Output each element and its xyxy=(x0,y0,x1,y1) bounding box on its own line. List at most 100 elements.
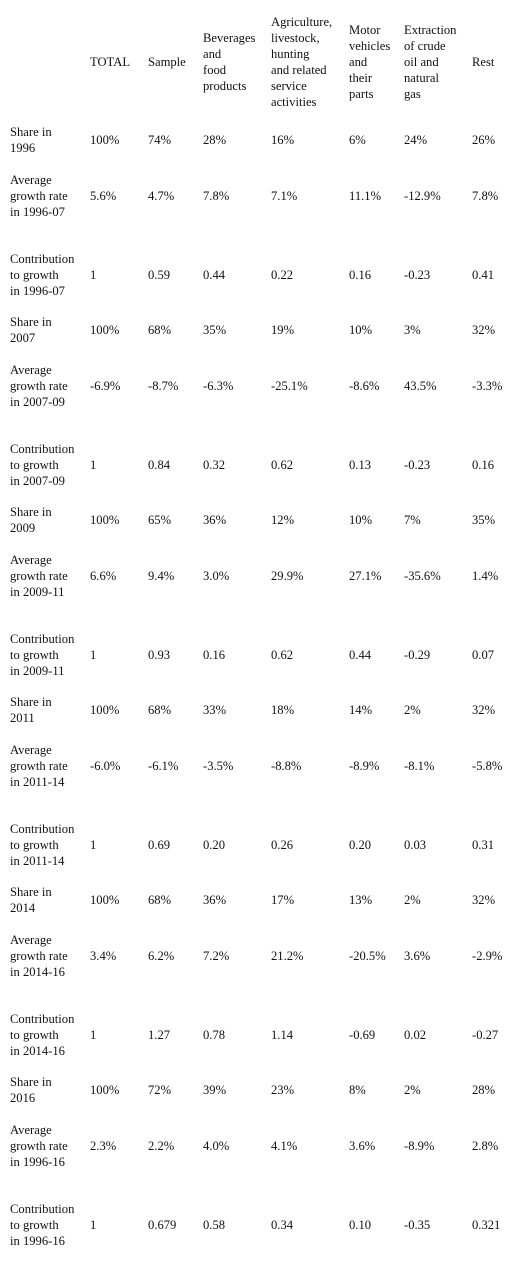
cell-total: 1 xyxy=(90,1217,97,1232)
cell-sample: 0.84 xyxy=(148,457,171,472)
cell-extraction-oil-gas: -0.23 xyxy=(404,267,431,282)
column-header-motor-vehicles: Motor vehicles and their parts xyxy=(349,23,391,101)
cell-beverages-food: 36% xyxy=(203,893,227,907)
cell-sample: 9.4% xyxy=(148,568,175,583)
cell-beverages-food: 4.0% xyxy=(203,1138,230,1153)
row-label-cell: Share in 2009 xyxy=(10,505,52,535)
cell-rest: 26% xyxy=(472,133,496,147)
cell-agriculture: 12% xyxy=(271,513,295,527)
cell-motor-vehicles: 0.44 xyxy=(349,647,372,662)
cell-motor-vehicles: 0.20 xyxy=(349,837,372,852)
row-label-cell: Average growth rate in 2014-16 xyxy=(10,932,68,979)
cell-motor-vehicles: 0.10 xyxy=(349,1217,372,1232)
cell-total: 1 xyxy=(90,837,97,852)
row-label-cell: Contribution to growth in 2009-11 xyxy=(10,631,75,678)
table-row: Contribution to growth in 1996-16 1 0.679 0… xyxy=(8,1185,510,1264)
table-row: Share in 1996 100% 74% 28% 16% 6% 24% 26% xyxy=(8,124,510,156)
cell-agriculture: 7.1% xyxy=(271,188,298,203)
cell-agriculture: 4.1% xyxy=(271,1138,298,1153)
cell-rest: -3.3% xyxy=(472,378,503,393)
row-label-cell: Share in 2014 xyxy=(10,885,52,915)
cell-extraction-oil-gas: -0.23 xyxy=(404,457,431,472)
cell-extraction-oil-gas: 2% xyxy=(404,1083,421,1097)
cell-agriculture: 0.62 xyxy=(271,647,294,662)
table-row: Share in 2007 100% 68% 35% 19% 10% 3% 32% xyxy=(8,314,510,346)
table-row: Contribution to growth in 1996-07 1 0.59 0.… xyxy=(8,235,510,314)
row-label-cell: Average growth rate in 1996-07 xyxy=(10,172,68,219)
row-label-cell: Average growth rate in 2011-14 xyxy=(10,742,68,789)
cell-motor-vehicles: 10% xyxy=(349,323,373,337)
cell-motor-vehicles: 8% xyxy=(349,1083,366,1097)
cell-total: 100% xyxy=(90,513,120,527)
cell-total: -6.9% xyxy=(90,378,121,393)
row-label-cell: Average growth rate in 1996-16 xyxy=(10,1122,68,1169)
cell-sample: 74% xyxy=(148,133,172,147)
table-row: Average growth rate in 2014-16 3.4% 6.2% 7.… xyxy=(8,916,510,995)
cell-agriculture: 0.22 xyxy=(271,267,294,282)
cell-total: 100% xyxy=(90,1083,120,1097)
cell-beverages-food: 0.44 xyxy=(203,267,226,282)
table-row: Contribution to growth in 2011-14 1 0.69 0.… xyxy=(8,805,510,884)
cell-extraction-oil-gas: 2% xyxy=(404,703,421,717)
cell-extraction-oil-gas: 7% xyxy=(404,513,421,527)
cell-motor-vehicles: 0.16 xyxy=(349,267,372,282)
cell-rest: 0.16 xyxy=(472,457,495,472)
cell-rest: -0.27 xyxy=(472,1027,499,1042)
column-header-extraction-oil-gas: Extraction of crude oil and natural gas xyxy=(404,23,457,101)
cell-total: 5.6% xyxy=(90,188,117,203)
cell-beverages-food: 0.20 xyxy=(203,837,226,852)
cell-rest: 1.4% xyxy=(472,568,499,583)
cell-extraction-oil-gas: 0.02 xyxy=(404,1027,427,1042)
row-label-cell: Contribution to growth in 1996-16 xyxy=(10,1201,75,1248)
cell-sample: 72% xyxy=(148,1083,172,1097)
cell-agriculture: 0.62 xyxy=(271,457,294,472)
cell-total: 1 xyxy=(90,267,97,282)
cell-sample: 1.27 xyxy=(148,1027,171,1042)
row-label-cell: Share in 2016 xyxy=(10,1075,52,1105)
cell-sample: 0.679 xyxy=(148,1217,177,1232)
cell-motor-vehicles: 14% xyxy=(349,703,373,717)
cell-extraction-oil-gas: 24% xyxy=(404,133,428,147)
cell-beverages-food: 28% xyxy=(203,133,227,147)
row-label-cell: Share in 2011 xyxy=(10,695,52,725)
table-header: TOTAL Sample Beverages and food products Ag… xyxy=(8,0,510,124)
cell-sample: 68% xyxy=(148,893,172,907)
cell-extraction-oil-gas: -8.9% xyxy=(404,1138,435,1153)
cell-motor-vehicles: -0.69 xyxy=(349,1027,376,1042)
table-row: Average growth rate in 1996-16 2.3% 2.2% 4.… xyxy=(8,1106,510,1185)
table-row: Contribution to growth in 2007-09 1 0.84 0.… xyxy=(8,425,510,504)
cell-agriculture: 17% xyxy=(271,893,295,907)
cell-sample: 6.2% xyxy=(148,948,175,963)
column-header-sample: Sample xyxy=(148,55,186,69)
cell-motor-vehicles: 13% xyxy=(349,893,373,907)
cell-motor-vehicles: 6% xyxy=(349,133,366,147)
cell-total: 100% xyxy=(90,893,120,907)
cell-extraction-oil-gas: 3.6% xyxy=(404,948,431,963)
table-row: Average growth rate in 1996-07 5.6% 4.7% 7.… xyxy=(8,156,510,235)
cell-beverages-food: -6.3% xyxy=(203,378,234,393)
cell-agriculture: 18% xyxy=(271,703,295,717)
cell-sample: 68% xyxy=(148,703,172,717)
cell-extraction-oil-gas: -8.1% xyxy=(404,758,435,773)
column-header-agriculture: Agriculture, livestock, hunting and rela… xyxy=(271,15,333,109)
cell-extraction-oil-gas: 43.5% xyxy=(404,378,437,393)
document-page: TOTAL Sample Beverages and food products Ag… xyxy=(8,0,510,1248)
cell-extraction-oil-gas: -35.6% xyxy=(404,568,441,583)
cell-sample: 68% xyxy=(148,323,172,337)
cell-rest: 0.41 xyxy=(472,267,495,282)
cell-total: 1 xyxy=(90,457,97,472)
table-row: Average growth rate in 2007-09 -6.9% -8.7%… xyxy=(8,346,510,425)
cell-beverages-food: 0.16 xyxy=(203,647,226,662)
table-body: Share in 1996 100% 74% 28% 16% 6% 24% 26% Averag… xyxy=(8,124,510,1264)
cell-rest: 0.31 xyxy=(472,837,495,852)
cell-beverages-food: 39% xyxy=(203,1083,227,1097)
cell-beverages-food: 7.8% xyxy=(203,188,230,203)
cell-rest: 32% xyxy=(472,323,496,337)
cell-motor-vehicles: -8.6% xyxy=(349,378,380,393)
cell-extraction-oil-gas: -0.29 xyxy=(404,647,431,662)
cell-motor-vehicles: -20.5% xyxy=(349,948,386,963)
cell-sample: -8.7% xyxy=(148,378,179,393)
table-row: Average growth rate in 2009-11 6.6% 9.4% 3.… xyxy=(8,536,510,615)
cell-beverages-food: 35% xyxy=(203,323,227,337)
cell-sample: -6.1% xyxy=(148,758,179,773)
